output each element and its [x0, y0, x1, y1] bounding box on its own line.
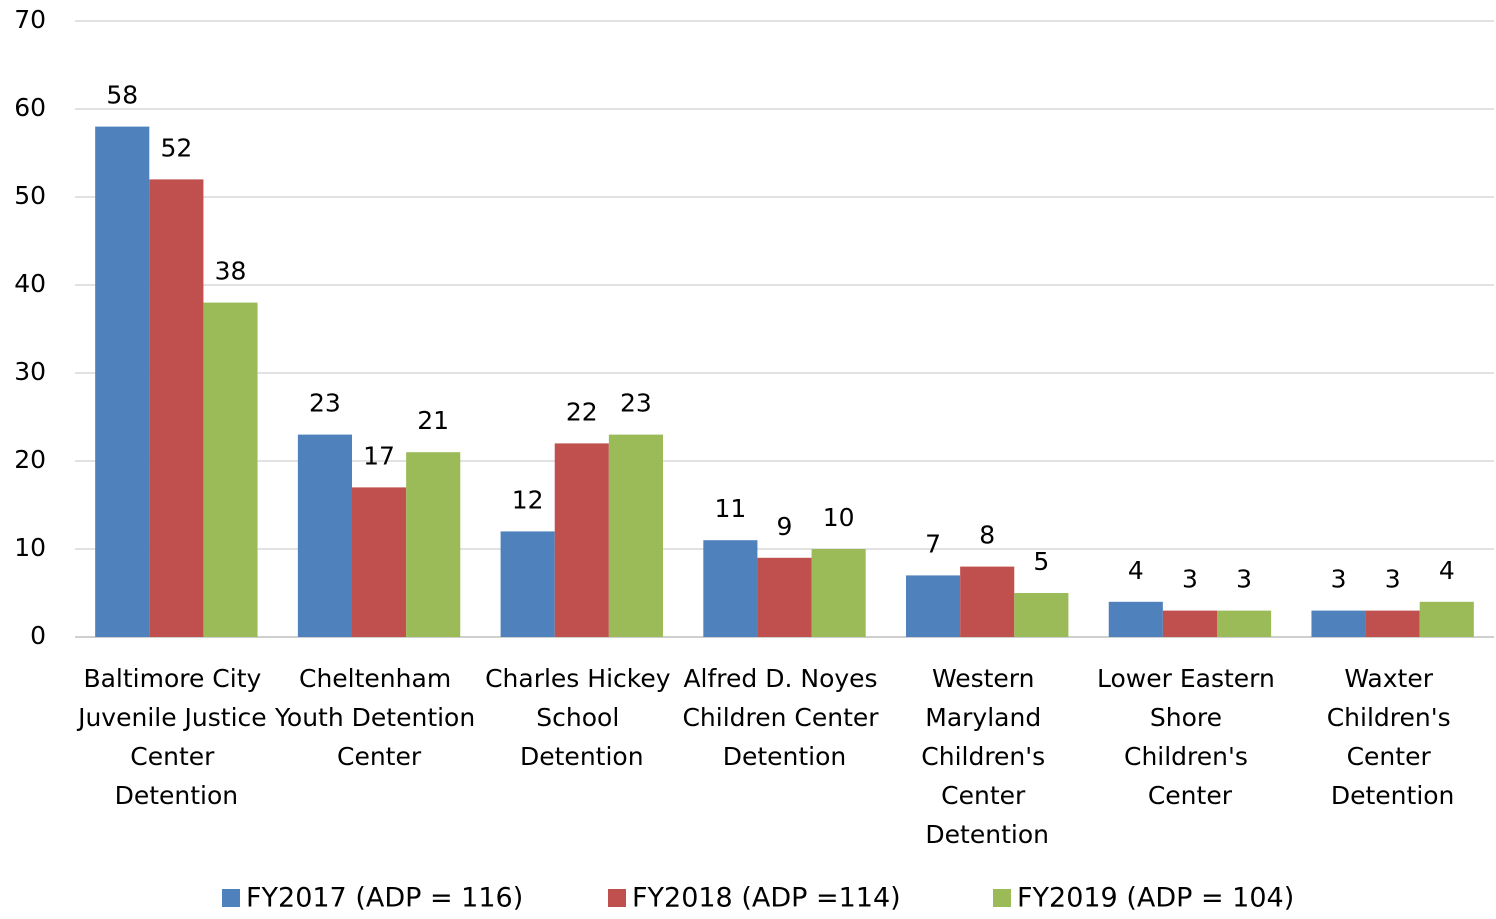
x-tick-label: Charles Hickey School Detention: [485, 664, 678, 771]
bar: [1162, 610, 1217, 637]
x-tick-label: Waxter Children's Center Detention: [1327, 664, 1459, 810]
data-label: 17: [363, 441, 395, 470]
bar: [1419, 601, 1474, 637]
data-label: 3: [1385, 565, 1401, 594]
legend-swatch: [222, 889, 240, 907]
y-tick-label: 30: [14, 357, 46, 386]
bar: [554, 443, 609, 637]
x-tick-label: Baltimore City Juvenile Justice Center D…: [76, 664, 275, 810]
y-tick-label: 70: [14, 5, 46, 34]
data-label: 23: [309, 389, 341, 418]
bar: [500, 531, 555, 637]
y-tick-label: 10: [14, 533, 46, 562]
y-tick-label: 20: [14, 445, 46, 474]
data-label: 10: [823, 503, 855, 532]
legend-label: FY2019 (ADP = 104): [1017, 883, 1294, 914]
data-label: 3: [1182, 565, 1198, 594]
data-label: 11: [714, 494, 746, 523]
y-tick-label: 60: [14, 93, 46, 122]
data-label: 21: [417, 406, 449, 435]
data-label: 12: [512, 485, 544, 514]
legend-label: FY2018 (ADP =114): [632, 883, 901, 914]
y-tick-label: 0: [30, 621, 46, 650]
bar: [1216, 610, 1272, 637]
bar: [906, 575, 961, 637]
x-tick-label: Cheltenham Youth Detention Center: [274, 664, 483, 771]
bar: [1365, 610, 1420, 637]
bar: [297, 434, 353, 637]
data-label: 4: [1128, 556, 1144, 585]
bar: [1108, 601, 1163, 637]
bar: [811, 549, 866, 637]
x-tick-label: Western Maryland Children's Center Deten…: [921, 664, 1053, 849]
data-label: 9: [777, 512, 793, 541]
data-label: 3: [1331, 565, 1347, 594]
y-tick-label: 40: [14, 269, 46, 298]
legend-swatch: [993, 889, 1011, 907]
x-tick-label: Alfred D. Noyes Children Center Detentio…: [682, 664, 886, 771]
bar: [95, 126, 150, 637]
bar: [352, 487, 407, 637]
data-label: 3: [1236, 565, 1252, 594]
bar: [608, 434, 663, 637]
data-label: 23: [620, 389, 652, 418]
data-label: 5: [1033, 547, 1049, 576]
bar: [757, 557, 812, 637]
legend-swatch: [608, 889, 626, 907]
data-label: 4: [1439, 556, 1455, 585]
data-label: 22: [566, 397, 598, 426]
data-label: 7: [925, 529, 941, 558]
data-label: 58: [106, 81, 138, 110]
bar: [1311, 610, 1366, 637]
data-label: 8: [979, 521, 995, 550]
y-tick-label: 50: [14, 181, 46, 210]
x-tick-label: Lower Eastern Shore Children's Center: [1097, 664, 1283, 810]
bar: [149, 179, 204, 637]
bar: [203, 302, 258, 637]
bar: [960, 566, 1015, 637]
legend-label: FY2017 (ADP = 116): [246, 883, 523, 914]
bar: [1014, 593, 1069, 637]
bar: [703, 540, 758, 637]
data-label: 52: [160, 133, 192, 162]
bar: [406, 452, 461, 637]
data-label: 38: [215, 257, 247, 286]
